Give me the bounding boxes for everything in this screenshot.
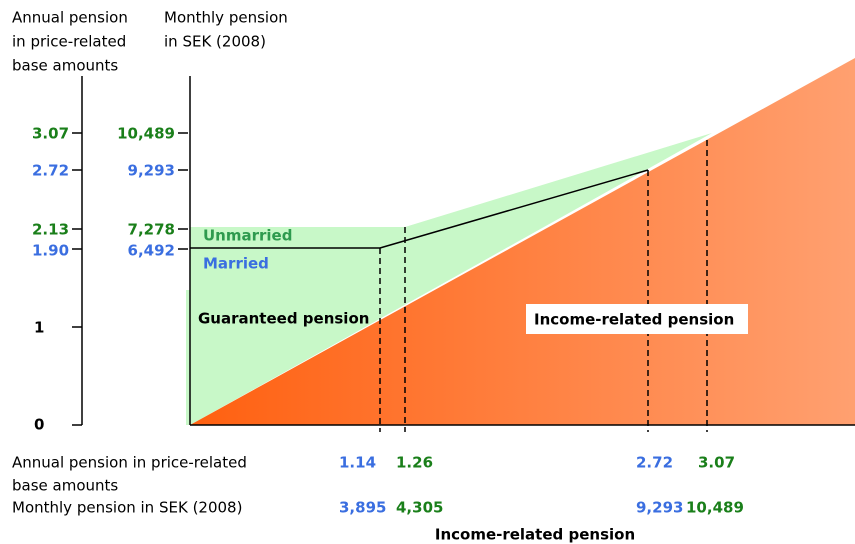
tick-label: 6,492 bbox=[128, 242, 175, 260]
left-title: Annual pension in price-related base amo… bbox=[12, 9, 128, 75]
x-axis-title: Income-related pension bbox=[435, 526, 635, 544]
tick-label: 9,293 bbox=[128, 162, 175, 180]
value: 2.72 bbox=[636, 454, 673, 472]
axes bbox=[72, 76, 855, 426]
tick-label: 3.07 bbox=[32, 125, 69, 143]
green-strip bbox=[186, 290, 190, 425]
title-line: in price-related bbox=[12, 33, 126, 51]
left-ticks: 3.07 2.72 2.13 1.90 1 0 bbox=[32, 125, 69, 434]
guaranteed-label: Guaranteed pension bbox=[198, 310, 369, 328]
tick-label: 0 bbox=[34, 416, 44, 434]
tick-label: 2.13 bbox=[32, 221, 69, 239]
title-line: Annual pension bbox=[12, 9, 128, 27]
value: 10,489 bbox=[686, 499, 744, 517]
row-title: base amounts bbox=[12, 477, 118, 495]
married-label: Married bbox=[203, 255, 269, 273]
tick-label: 7,278 bbox=[128, 221, 175, 239]
income-label: Income-related pension bbox=[534, 311, 734, 329]
unmarried-label: Unmarried bbox=[203, 227, 292, 245]
value: 3,895 bbox=[339, 499, 386, 517]
title-line: base amounts bbox=[12, 57, 118, 75]
row-title: Monthly pension in SEK (2008) bbox=[12, 499, 242, 517]
tick-label: 2.72 bbox=[32, 162, 69, 180]
tick-label: 10,489 bbox=[117, 125, 175, 143]
tick-label: 1 bbox=[34, 319, 44, 337]
value: 1.26 bbox=[396, 454, 433, 472]
dashed-lines bbox=[379, 140, 708, 432]
value: 4,305 bbox=[396, 499, 443, 517]
row-title: Annual pension in price-related bbox=[12, 454, 247, 472]
guaranteed-area bbox=[190, 133, 712, 425]
title-line: Monthly pension bbox=[164, 9, 288, 27]
label-box bbox=[526, 304, 748, 334]
right-title: Monthly pension in SEK (2008) bbox=[164, 9, 288, 51]
value: 3.07 bbox=[698, 454, 735, 472]
right-ticks: 10,489 9,293 7,278 6,492 bbox=[117, 125, 175, 260]
title-line: in SEK (2008) bbox=[164, 33, 266, 51]
value: 9,293 bbox=[636, 499, 683, 517]
value: 1.14 bbox=[339, 454, 376, 472]
tick-label: 1.90 bbox=[32, 242, 69, 260]
